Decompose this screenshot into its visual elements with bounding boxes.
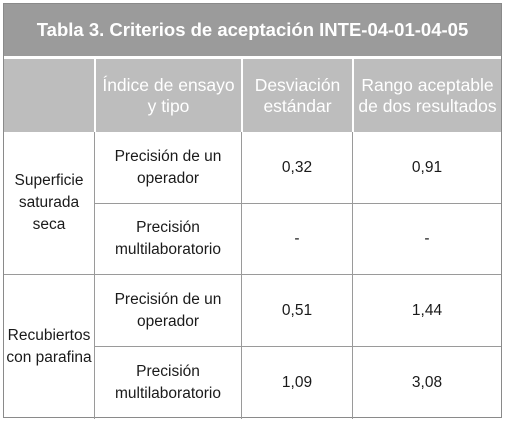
header-cell-range: Rango aceptable de dos resultados <box>354 59 501 132</box>
table-cell-range: 0,91 <box>353 132 501 203</box>
group-label: Superficie saturada seca <box>14 172 84 233</box>
table-cell-type: Precisión multilaboratorio <box>95 347 241 419</box>
header-label-test-type: Índice de ensayo y tipo <box>102 74 235 116</box>
table-cell-std: 0,32 <box>242 132 352 203</box>
table-cell-type: Precisión de un operador <box>95 275 241 346</box>
table-cell-std: 0,51 <box>242 275 352 346</box>
range-value: - <box>424 230 430 247</box>
table-cell-range: 3,08 <box>353 347 501 419</box>
header-cell-std-dev: Desviación estándar <box>243 59 352 132</box>
range-value: 3,08 <box>411 374 443 391</box>
header-label-range: Rango aceptable de dos resultados <box>358 74 497 116</box>
table-cell-type: Precisión de un operador <box>95 132 241 203</box>
header-label-std-dev: Desviación estándar <box>254 74 341 116</box>
std-dev-value: 1,09 <box>281 374 313 391</box>
table-cell-std: 1,09 <box>242 347 352 419</box>
table-cell-range: - <box>353 204 501 274</box>
header-cell-group <box>4 59 94 132</box>
group-label: Recubiertos con parafina <box>6 327 92 366</box>
table-cell-range: 1,44 <box>353 275 501 346</box>
range-value: 1,44 <box>411 301 443 319</box>
test-type-label: Precisión multilaboratorio <box>115 219 221 258</box>
table-title: Tabla 3. Criterios de aceptación INTE-04… <box>4 4 501 59</box>
std-dev-value: 0,32 <box>281 158 313 176</box>
table-frame: Tabla 3. Criterios de aceptación INTE-04… <box>3 3 502 419</box>
test-type-label: Precisión de un operador <box>114 290 222 330</box>
test-type-label: Precisión multilaboratorio <box>115 363 221 402</box>
std-dev-value: - <box>294 230 300 247</box>
table-cell-std: - <box>242 204 352 274</box>
test-type-label: Precisión de un operador <box>114 147 222 187</box>
group-label-cell: Recubiertos con parafina <box>4 275 94 419</box>
table-cell-type: Precisión multilaboratorio <box>95 204 241 274</box>
group-label-cell: Superficie saturada seca <box>4 132 94 274</box>
header-cell-test-type: Índice de ensayo y tipo <box>96 59 241 132</box>
std-dev-value: 0,51 <box>281 301 313 319</box>
range-value: 0,91 <box>411 158 443 176</box>
